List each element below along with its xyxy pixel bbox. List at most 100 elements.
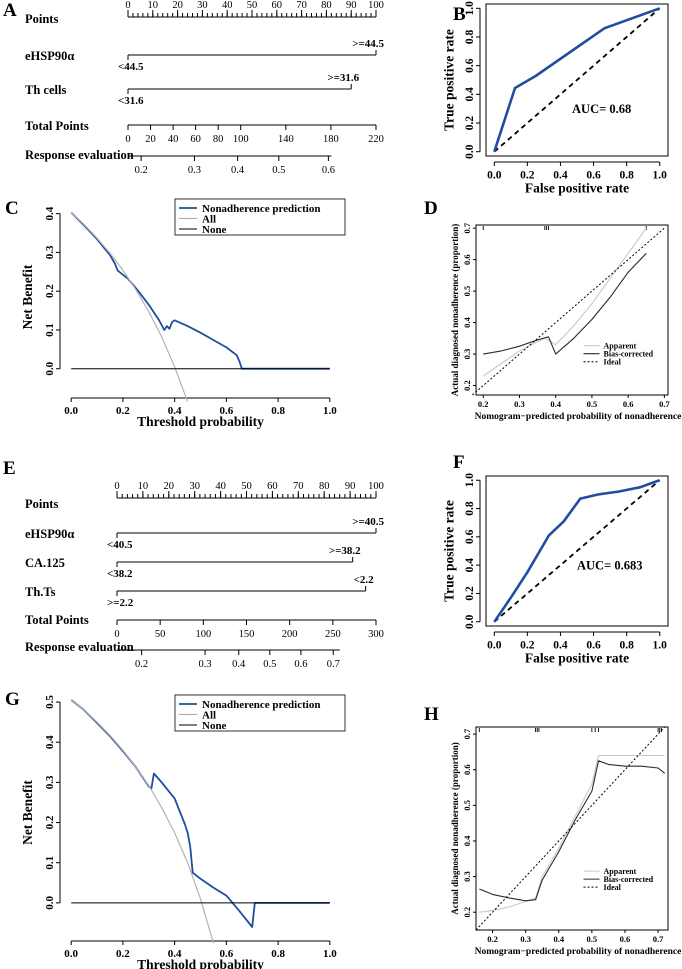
points-tick-label-a: 50 (247, 0, 258, 11)
reference-diagonal-f (493, 479, 661, 623)
x-tick-label-f: 1.0 (653, 640, 668, 652)
nomogram-row-label-e: Th.Ts (25, 585, 56, 599)
y-tick-label-g: 0.5 (44, 695, 56, 709)
x-axis-title-f: False positive rate (525, 651, 629, 666)
legend-box-c (174, 198, 346, 236)
total-points-tick-label-a: 100 (233, 134, 249, 145)
x-tick-label-f: 0.2 (520, 640, 535, 652)
calibration-curve-bias-corrected-d (483, 252, 647, 355)
total-points-tick-label-a: 220 (368, 134, 384, 145)
x-tick-label-d: 0.3 (514, 399, 525, 409)
panel-label-d: D (424, 198, 438, 219)
legend-entry-g: All (202, 710, 216, 722)
nomogram-row-label-a: Points (25, 12, 58, 26)
points-tick-label-a: 40 (222, 0, 233, 11)
x-tick-label-b: 0.6 (586, 170, 601, 182)
variable-low-label-e: >=2.2 (107, 597, 134, 609)
total-points-tick-label-a: 40 (168, 134, 179, 145)
legend-entry-h: Bias-corrected (604, 875, 654, 884)
x-tick-label-c: 0.8 (271, 405, 285, 417)
y-tick-label-b: 0.0 (464, 144, 476, 159)
y-tick-label-d: 0.5 (462, 286, 472, 297)
points-tick-label-e: 100 (368, 481, 384, 492)
net-benefit-line-all-c (70, 212, 189, 402)
y-axis-title-c: Net Benefit (20, 264, 35, 329)
points-tick-label-a: 0 (125, 0, 130, 11)
total-points-tick-label-e: 300 (368, 629, 384, 640)
points-tick-label-e: 50 (241, 481, 252, 492)
points-tick-label-a: 90 (346, 0, 357, 11)
x-tick-label-c: 1.0 (323, 405, 337, 417)
y-tick-label-d: 0.3 (462, 349, 472, 360)
x-tick-label-f: 0.8 (619, 640, 634, 652)
points-tick-label-e: 90 (345, 481, 356, 492)
y-tick-label-g: 0.4 (44, 735, 56, 749)
net-benefit-line-nonadherence-prediction-g (70, 699, 330, 928)
x-tick-label-g: 0.6 (219, 948, 233, 960)
nomogram-row-label-a: Total Points (25, 119, 89, 133)
total-points-tick-label-a: 60 (190, 134, 201, 145)
points-tick-label-e: 70 (293, 481, 304, 492)
x-tick-label-h: 0.3 (520, 934, 531, 944)
y-tick-label-c: 0.0 (44, 361, 56, 375)
total-points-tick-label-a: 180 (323, 134, 339, 145)
y-tick-label-b: 0.4 (464, 87, 476, 102)
panel-label-a: A (3, 0, 17, 21)
response-tick-label-a: 0.3 (188, 165, 201, 176)
nomogram-row-label-e: eHSP90α (25, 527, 74, 541)
x-tick-label-h: 0.6 (620, 934, 631, 944)
variable-high-label-e: >=38.2 (329, 545, 361, 557)
x-axis-title-d: Nomogram−predicted probability of nonadh… (475, 412, 682, 422)
x-tick-label-c: 0.4 (168, 405, 182, 417)
x-tick-label-c: 0.2 (116, 405, 130, 417)
y-axis-title-d: Actual diagnosed nonadherence (proportio… (450, 224, 460, 396)
x-tick-label-d: 0.4 (550, 399, 561, 409)
panel-label-h: H (424, 704, 439, 725)
y-tick-label-f: 0.4 (464, 558, 476, 573)
total-points-tick-label-a: 80 (213, 134, 224, 145)
points-tick-label-e: 80 (319, 481, 330, 492)
y-tick-label-f: 0.8 (464, 501, 476, 516)
x-axis-title-b: False positive rate (525, 181, 629, 196)
roc-curve-f (493, 478, 661, 623)
plot-frame-h (475, 726, 669, 931)
total-points-tick-label-e: 150 (239, 629, 255, 640)
x-tick-label-h: 0.5 (587, 934, 598, 944)
response-tick-label-a: 0.6 (322, 165, 335, 176)
x-tick-label-b: 0.2 (520, 170, 535, 182)
plot-frame-d (475, 224, 669, 396)
y-tick-label-g: 0.3 (44, 775, 56, 789)
y-tick-label-g: 0.2 (44, 815, 56, 829)
reference-diagonal-b (493, 7, 661, 153)
x-tick-label-g: 1.0 (323, 948, 337, 960)
y-tick-label-d: 0.6 (462, 254, 472, 265)
legend-entry-h: Apparent (604, 867, 637, 876)
response-tick-label-a: 0.5 (272, 165, 285, 176)
response-tick-label-a: 0.2 (135, 165, 148, 176)
legend-entry-c: None (202, 224, 227, 236)
total-points-tick-label-e: 50 (155, 629, 166, 640)
x-tick-label-b: 0.8 (619, 170, 634, 182)
nomogram-row-label-a: Th cells (25, 83, 66, 97)
calibration-curve-ideal-d (472, 227, 665, 396)
auc-annotation-b: AUC= 0.68 (572, 102, 631, 116)
legend-entry-c: Nonadherence prediction (202, 203, 320, 215)
y-tick-label-h: 0.5 (462, 800, 472, 811)
variable-high-label-a: >=44.5 (352, 38, 384, 50)
y-tick-label-h: 0.2 (462, 907, 472, 918)
nomogram-row-label-e: CA.125 (25, 556, 65, 570)
y-tick-label-c: 0.3 (44, 245, 56, 259)
x-tick-label-g: 0.2 (116, 948, 130, 960)
variable-low-label-e: <40.5 (107, 539, 133, 551)
response-tick-label-e: 0.4 (232, 659, 246, 670)
x-tick-label-d: 0.2 (478, 399, 489, 409)
response-tick-label-e: 0.2 (135, 659, 148, 670)
points-tick-label-a: 10 (148, 0, 159, 11)
x-tick-label-f: 0.6 (586, 640, 601, 652)
y-axis-title-f: True positive rate (442, 500, 457, 602)
panel-label-f: F (453, 452, 465, 473)
y-tick-label-d: 0.7 (462, 222, 472, 233)
calibration-curve-apparent-h (479, 754, 665, 913)
panel-label-c: C (5, 198, 19, 219)
